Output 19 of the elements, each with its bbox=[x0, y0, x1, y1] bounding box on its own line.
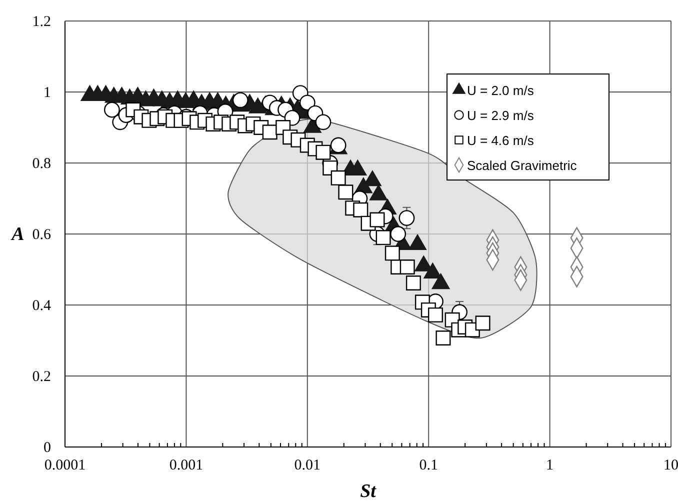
y-tick-label: 0.2 bbox=[32, 368, 51, 385]
x-tick-label: 10 bbox=[664, 458, 678, 474]
y-tick-label: 0.6 bbox=[32, 226, 52, 243]
x-tick-label: 0.1 bbox=[419, 458, 438, 474]
y-tick-label: 1 bbox=[44, 84, 51, 101]
y-tick-label: 0.4 bbox=[32, 298, 52, 314]
x-tick-label: 0.001 bbox=[169, 458, 204, 474]
y-tick-label: 0.8 bbox=[32, 156, 51, 172]
legend-label: U = 2.0 m/s bbox=[467, 83, 534, 98]
y-tick-label: 0 bbox=[44, 440, 51, 456]
legend-label: U = 2.9 m/s bbox=[467, 108, 534, 123]
legend-label: Scaled Gravimetric bbox=[467, 158, 578, 173]
y-tick-label: 1.2 bbox=[32, 14, 51, 30]
x-axis-title: St bbox=[360, 481, 377, 501]
x-tick-label: 1 bbox=[546, 458, 554, 474]
y-axis-title: A bbox=[10, 224, 24, 245]
x-tick-label: 0.01 bbox=[294, 458, 321, 474]
x-tick-label: 0.0001 bbox=[44, 458, 86, 474]
legend-label: U = 4.6 m/s bbox=[467, 133, 534, 148]
